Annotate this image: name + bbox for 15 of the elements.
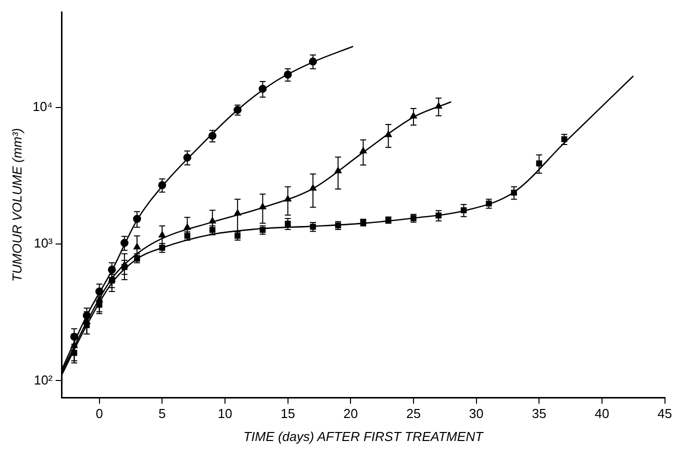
x-tick-label: 15 — [280, 406, 296, 422]
x-axis-title: TIME (days) AFTER FIRST TREATMENT — [243, 428, 484, 444]
x-tick-label: 20 — [343, 406, 358, 422]
y-tick-label: 10³ — [34, 236, 54, 251]
x-tick-label: 45 — [658, 406, 672, 422]
x-tick-label: 5 — [158, 406, 166, 422]
x-tick-label: 40 — [594, 406, 610, 422]
y-tick-label: 10² — [34, 372, 54, 388]
x-tick-label: 0 — [96, 406, 103, 422]
x-tick-label: 10 — [218, 406, 232, 422]
x-tick-label: 25 — [406, 406, 421, 422]
y-tick-label: 10⁴ — [32, 99, 53, 114]
x-tick-label: 30 — [469, 406, 484, 422]
y-axis-title: TUMOUR VOLUME (mm³) — [9, 128, 24, 282]
x-tick-label: 35 — [532, 406, 546, 422]
